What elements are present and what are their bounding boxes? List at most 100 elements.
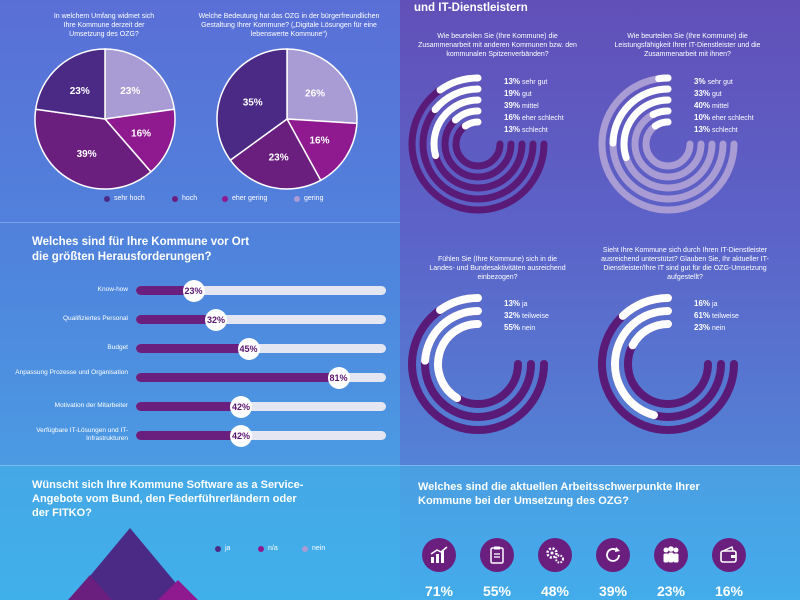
legend-swatch: [294, 195, 300, 202]
ring-chart-2: 3% sehr gut 33% gut 40% mittel 10% eher schlech…: [598, 74, 754, 214]
ring-arc-eher-schlecht: [451, 107, 482, 124]
bar-track: [136, 344, 386, 353]
bar-fill: [136, 373, 339, 382]
bar-value-label: 81%: [327, 366, 350, 389]
legend-item: ja: [215, 545, 230, 552]
ring-category-label: schlecht: [522, 127, 548, 134]
pie-slice-gering: [286, 48, 358, 125]
ring-arc-sehr-gut: [655, 74, 672, 83]
priority-value: 23%: [656, 583, 686, 599]
ring-track: [452, 118, 504, 170]
ring-track: [408, 74, 548, 214]
legend-swatch: [172, 195, 178, 202]
bar-value-label: 23%: [182, 279, 205, 302]
bar-fill: [136, 431, 241, 440]
ring-value-label: 33%: [694, 89, 710, 98]
ring-value-label: 16%: [694, 299, 710, 308]
ring-track: [642, 118, 694, 170]
ring-arc-nein: [628, 320, 672, 350]
ring-legend-entry: 55% nein: [504, 323, 535, 332]
ring-category-label: ja: [521, 301, 528, 308]
ring-arc-schlecht: [461, 118, 482, 130]
legend-item: gering: [294, 195, 323, 202]
ring3-question: Fühlen Sie (Ihre Kommune) sich in die La…: [429, 256, 566, 281]
priority-value: 71%: [424, 583, 454, 599]
pie2-question: Welche Bedeutung hat das OZG in der bürg…: [198, 13, 380, 38]
ring-arc-ja: [618, 294, 672, 320]
ring-legend-entry: 33% gut: [694, 89, 722, 98]
pie-value-label: 23%: [120, 86, 140, 97]
pie-value-label: 26%: [305, 89, 325, 100]
ring-value-label: 3%: [694, 77, 706, 86]
gears-icon: [538, 538, 572, 572]
ring-category-label: teilweise: [522, 313, 549, 320]
ring-legend-entry: 40% mittel: [694, 101, 729, 110]
bar-category-label: Qualifiziertes Personal: [62, 315, 128, 322]
ring-value-label: 16%: [504, 113, 520, 122]
ring-legend-entry: 10% eher schlecht: [694, 113, 754, 122]
ring4-question: Sieht Ihre Kommune sich durch Ihren IT-D…: [601, 247, 769, 281]
ring-value-label: 13%: [504, 299, 520, 308]
legend-label: ja: [225, 545, 231, 552]
legend-swatch: [258, 545, 264, 552]
ring-value-label: 13%: [694, 125, 710, 134]
ring-value-label: 61%: [694, 311, 710, 320]
ring-arc-teilweise: [421, 307, 482, 365]
ring-arc-mittel: [620, 96, 672, 162]
ring1-question: Wie beurteilen Sie (Ihre Kommune) die Zu…: [418, 33, 577, 58]
ring-category-label: nein: [522, 325, 535, 332]
ring-legend-entry: 61% teilweise: [694, 311, 739, 320]
pie-slice-gering: [104, 48, 176, 120]
legend-label: gering: [304, 195, 324, 202]
ring-category-label: gut: [522, 91, 532, 98]
bar-category-label: Verfügbare IT-Lösungen und IT-Infrastruk…: [36, 427, 128, 442]
priorities-title-line: Welches sind die aktuellen Arbeitsschwer…: [418, 481, 700, 493]
divider: [0, 222, 400, 223]
ring-value-label: 23%: [694, 323, 710, 332]
bar-category-label: Motivation der Mitarbeiter: [54, 402, 128, 409]
bar-track: [136, 431, 386, 440]
legend-swatch: [222, 195, 228, 202]
bar-fill: [136, 315, 216, 324]
bar-value-label: 45%: [237, 337, 260, 360]
legend-item: hoch: [172, 195, 197, 202]
ring-category-label: eher schlecht: [522, 115, 564, 122]
ring-value-label: 13%: [504, 125, 520, 134]
ring-legend-entry: 23% nein: [694, 323, 725, 332]
panel-right-bottom: [400, 465, 800, 600]
cycle-arrows-icon: [596, 538, 630, 572]
saas-triangle-chart: [68, 528, 198, 600]
ring-legend-entry: 3% sehr gut: [694, 77, 733, 86]
ring-category-label: gut: [712, 91, 722, 98]
legend-label: nein: [312, 545, 326, 552]
pie-slice-hoch: [34, 108, 152, 190]
ring-category-label: ja: [711, 301, 718, 308]
ring-category-label: teilweise: [712, 313, 739, 320]
bar-category-label: Budget: [107, 344, 128, 351]
saas-title-line: Wünscht sich Ihre Kommune Software as a …: [32, 479, 304, 491]
pie-value-label: 23%: [269, 153, 289, 164]
bar-value-label: 32%: [205, 308, 227, 331]
bar-track: [136, 402, 386, 411]
growth-chart-icon: [422, 538, 456, 572]
ring-value-label: 40%: [694, 101, 710, 110]
legend-item: eher gering: [222, 195, 267, 202]
ring-arc-mittel: [430, 96, 482, 160]
bar-value-label: 42%: [230, 395, 252, 418]
ring-arc-eher-schlecht: [649, 107, 672, 119]
bar-value-label: 42%: [230, 424, 252, 447]
pie-value-label: 35%: [243, 98, 263, 109]
legend-item: n/a: [258, 545, 278, 552]
ring-legend-entry: 39% mittel: [504, 101, 539, 110]
ring-category-label: sehr gut: [522, 79, 547, 86]
ring-value-label: 55%: [504, 323, 520, 332]
ring-arc-teilweise: [611, 307, 672, 420]
ring-track: [631, 107, 705, 181]
ring-legend-entry: 16% eher schlecht: [504, 113, 564, 122]
ring-arc-gut: [609, 85, 672, 147]
pie-slice-sehr-hoch: [216, 48, 288, 162]
